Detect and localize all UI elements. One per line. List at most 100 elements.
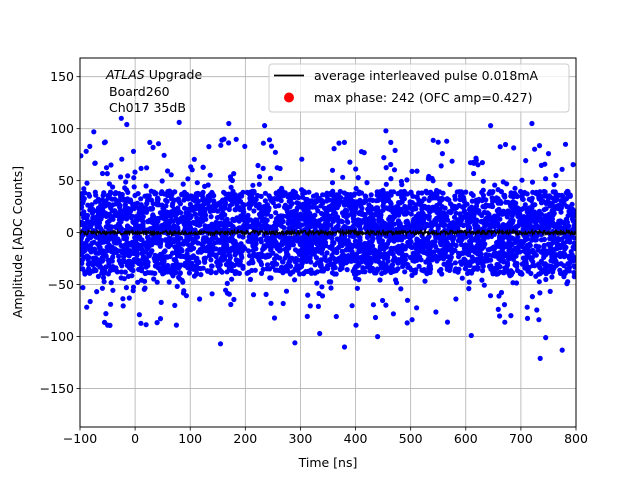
data-point: [277, 194, 283, 200]
data-point: [224, 290, 230, 296]
data-point: [84, 304, 90, 310]
data-point: [213, 219, 219, 225]
data-point: [408, 189, 414, 195]
data-point: [411, 267, 417, 274]
data-point: [454, 189, 460, 195]
data-point: [300, 201, 306, 207]
data-point: [437, 206, 443, 212]
data-point: [219, 269, 225, 275]
data-point: [95, 250, 101, 256]
y-tick-label: −100: [40, 329, 74, 344]
data-point: [375, 235, 381, 241]
data-point: [189, 167, 195, 173]
data-point: [567, 193, 573, 199]
data-point: [226, 120, 232, 127]
data-point: [209, 189, 215, 196]
data-point: [159, 189, 165, 195]
data-point: [411, 222, 417, 228]
data-point: [514, 193, 520, 200]
data-point: [546, 193, 553, 199]
data-point: [524, 191, 530, 197]
data-point: [404, 261, 411, 268]
data-point: [505, 256, 512, 262]
data-point: [220, 197, 226, 204]
data-point: [80, 195, 84, 201]
data-point: [118, 115, 124, 121]
data-point: [183, 293, 189, 299]
data-point: [363, 259, 370, 265]
data-point: [333, 313, 339, 320]
data-point: [216, 263, 222, 269]
data-point: [325, 263, 331, 269]
data-point: [568, 249, 574, 255]
plot-frame: [79, 57, 577, 428]
data-point: [175, 265, 182, 271]
data-point: [194, 180, 200, 186]
data-point: [317, 263, 324, 269]
data-point: [510, 235, 516, 241]
data-point: [189, 266, 195, 272]
data-point: [200, 197, 206, 203]
data-point: [121, 215, 128, 221]
data-point: [155, 199, 161, 205]
data-point: [107, 236, 113, 242]
data-point: [270, 234, 276, 240]
data-point: [105, 222, 111, 228]
data-point: [154, 256, 160, 262]
data-point: [176, 119, 182, 125]
data-point: [271, 315, 278, 321]
data-point: [478, 254, 484, 260]
data-point: [93, 234, 99, 240]
data-point: [308, 199, 314, 205]
data-point: [432, 220, 438, 227]
data-point: [152, 270, 158, 276]
data-point: [205, 244, 211, 250]
data-point: [330, 218, 336, 224]
data-point: [390, 262, 396, 268]
data-point: [390, 237, 396, 243]
data-point: [328, 285, 334, 291]
data-point: [466, 224, 472, 230]
data-point: [80, 205, 84, 211]
data-point: [116, 258, 122, 264]
data-point: [381, 200, 387, 206]
data-point: [344, 267, 350, 273]
data-point: [202, 226, 208, 232]
data-point: [186, 226, 192, 232]
data-point: [341, 213, 347, 219]
x-tick-label: 300: [289, 431, 313, 446]
data-point: [238, 241, 244, 247]
data-point: [434, 234, 440, 240]
data-point: [195, 198, 201, 204]
data-point: [521, 260, 527, 266]
data-point: [416, 190, 422, 196]
data-point: [547, 288, 553, 294]
data-point: [256, 174, 263, 180]
data-point: [120, 257, 127, 263]
data-point: [409, 168, 415, 174]
data-point: [318, 268, 325, 274]
data-point: [440, 232, 446, 238]
data-point: [283, 253, 290, 259]
data-point: [449, 242, 455, 248]
data-point: [355, 175, 361, 181]
data-point: [252, 196, 258, 202]
y-tick-label: −150: [40, 381, 74, 396]
data-point: [228, 222, 234, 228]
data-point: [383, 181, 389, 187]
data-point: [505, 199, 511, 205]
data-point: [444, 213, 450, 220]
data-point: [132, 169, 138, 175]
data-point: [377, 277, 383, 283]
data-point: [526, 220, 533, 226]
data-point: [417, 254, 423, 260]
data-point: [480, 268, 486, 274]
data-point: [299, 222, 305, 228]
data-point: [421, 225, 428, 231]
data-point: [284, 214, 290, 220]
data-point: [170, 218, 176, 224]
data-point: [200, 164, 206, 170]
data-point: [150, 238, 156, 244]
data-point: [383, 302, 389, 308]
data-point: [495, 212, 501, 218]
